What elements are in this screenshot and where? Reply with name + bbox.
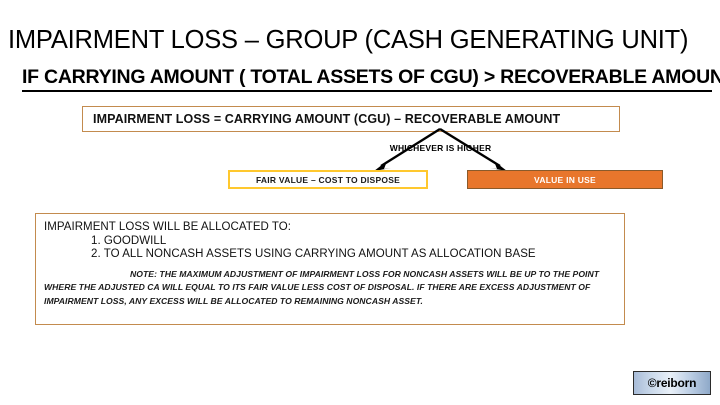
allocation-note-text: NOTE: THE MAXIMUM ADJUSTMENT OF IMPAIRME…	[44, 269, 600, 306]
branch-arrows-icon	[374, 128, 507, 171]
watermark-text: ©reiborn	[647, 376, 697, 390]
impairment-formula-box: IMPAIRMENT LOSS = CARRYING AMOUNT (CGU) …	[82, 106, 620, 132]
allocation-heading: IMPAIRMENT LOSS WILL BE ALLOCATED TO:	[44, 221, 292, 233]
allocation-box: IMPAIRMENT LOSS WILL BE ALLOCATED TO: 1.…	[35, 213, 625, 325]
value-in-use-box: VALUE IN USE	[467, 170, 663, 189]
allocation-item-noncash-assets: 2. TO ALL NONCASH ASSETS USING CARRYING …	[91, 248, 536, 260]
impairment-formula-text: IMPAIRMENT LOSS = CARRYING AMOUNT (CGU) …	[93, 112, 561, 126]
page-title: IMPAIRMENT LOSS – GROUP (CASH GENERATING…	[8, 26, 689, 54]
whichever-is-higher-label: WHICHEVER IS HIGHER	[389, 143, 492, 153]
fair-value-cost-to-dispose-box: FAIR VALUE – COST TO DISPOSE	[228, 170, 428, 189]
value-in-use-label: VALUE IN USE	[534, 174, 596, 185]
watermark-badge: ©reiborn	[633, 371, 711, 395]
page-subtitle: IF CARRYING AMOUNT ( TOTAL ASSETS OF CGU…	[22, 66, 720, 92]
allocation-item-goodwill: 1. GOODWILL	[91, 235, 167, 247]
fair-value-cost-to-dispose-label: FAIR VALUE – COST TO DISPOSE	[255, 174, 401, 185]
allocation-note: NOTE: THE MAXIMUM ADJUSTMENT OF IMPAIRME…	[44, 268, 616, 308]
